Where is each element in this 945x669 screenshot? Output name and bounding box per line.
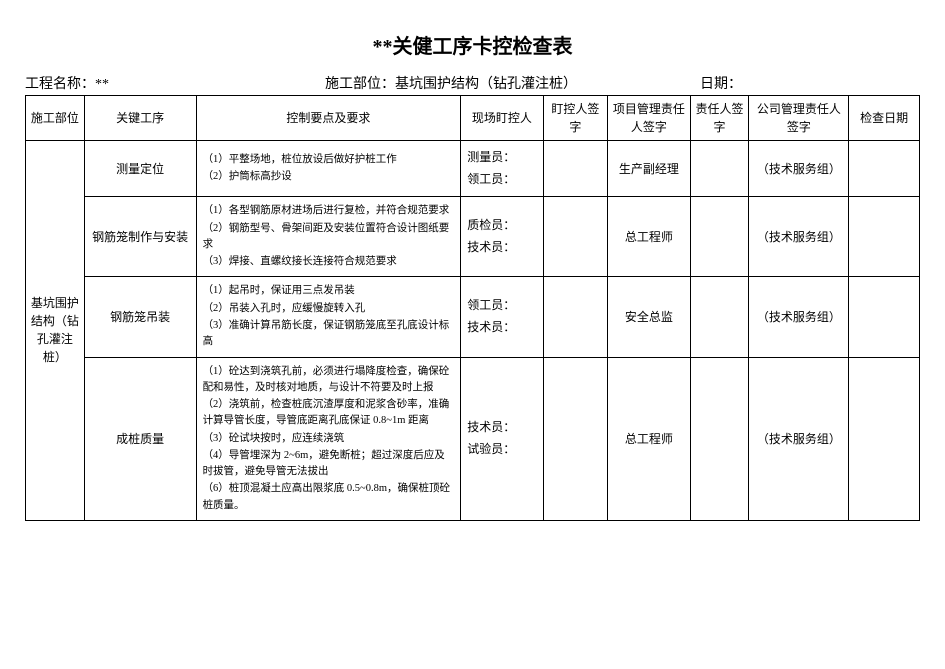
req-line: （2）钢筋型号、骨架间距及安装位置符合设计图纸要求 (203, 221, 455, 254)
checklist-table: 施工部位 关键工序 控制要点及要求 现场盯控人 盯控人签字 项目管理责任人签字 … (25, 95, 920, 521)
req-line: （6）桩顶混凝土应高出限浆底 0.5~0.8m，确保桩顶砼桩质量。 (203, 481, 455, 514)
req-line: （1）起吊时，保证用三点发吊装 (203, 283, 455, 299)
req-line: （1）砼达到浇筑孔前，必须进行塌降度检查，确保砼配和易性，及时核对地质，与设计不… (203, 364, 455, 397)
pm-resp-cell: 安全总监 (608, 277, 690, 357)
onsite-person-cell: 质检员： 技术员： (461, 197, 543, 277)
reqs-cell: （1）平整场地，桩位放设后做好护桩工作 （2）护筒标高抄设 (196, 141, 461, 197)
company-resp-cell: （技术服务组） (749, 277, 849, 357)
onsite-person-2: 领工员： (467, 170, 538, 189)
req-line: （3）砼试块按时，应连续浇筑 (203, 431, 455, 447)
onsite-person-2: 技术员： (467, 238, 538, 257)
col-resp-sign: 责任人签字 (690, 96, 749, 141)
col-control-reqs: 控制要点及要求 (196, 96, 461, 141)
company-resp-cell: （技术服务组） (749, 141, 849, 197)
onsite-sign-cell (543, 357, 608, 520)
onsite-person-1: 技术员： (467, 418, 538, 437)
onsite-sign-cell (543, 277, 608, 357)
table-row: 成桩质量 （1）砼达到浇筑孔前，必须进行塌降度检查，确保砼配和易性，及时核对地质… (26, 357, 920, 520)
onsite-person-1: 测量员： (467, 148, 538, 167)
date-label: 日期： (700, 73, 920, 93)
resp-sign-cell (690, 197, 749, 277)
reqs-cell: （1）砼达到浇筑孔前，必须进行塌降度检查，确保砼配和易性，及时核对地质，与设计不… (196, 357, 461, 520)
check-date-cell (849, 197, 920, 277)
req-line: （2）护筒标高抄设 (203, 169, 455, 185)
header-row: 工程名称：** 施工部位：基坑围护结构（钻孔灌注桩） 日期： (25, 73, 920, 93)
resp-sign-cell (690, 277, 749, 357)
process-cell: 钢筋笼吊装 (84, 277, 196, 357)
onsite-person-cell: 领工员： 技术员： (461, 277, 543, 357)
pm-resp-cell: 总工程师 (608, 197, 690, 277)
company-resp-cell: （技术服务组） (749, 357, 849, 520)
pm-resp-cell: 总工程师 (608, 357, 690, 520)
page-title: **关健工序卡控检查表 (25, 30, 920, 59)
col-check-date: 检查日期 (849, 96, 920, 141)
process-cell: 成桩质量 (84, 357, 196, 520)
req-line: （1）平整场地，桩位放设后做好护桩工作 (203, 152, 455, 168)
onsite-person-cell: 测量员： 领工员： (461, 141, 543, 197)
onsite-person-cell: 技术员： 试验员： (461, 357, 543, 520)
reqs-cell: （1）起吊时，保证用三点发吊装 （2）吊装入孔时，应缓慢旋转入孔 （3）准确计算… (196, 277, 461, 357)
table-row: 钢筋笼制作与安装 （1）各型钢筋原材进场后进行复检，并符合规范要求 （2）钢筋型… (26, 197, 920, 277)
table-header-row: 施工部位 关键工序 控制要点及要求 现场盯控人 盯控人签字 项目管理责任人签字 … (26, 96, 920, 141)
onsite-sign-cell (543, 141, 608, 197)
section-label-cell: 基坑围护结构（钻孔灌注桩） (26, 141, 85, 521)
req-line: （2）吊装入孔时，应缓慢旋转入孔 (203, 301, 455, 317)
col-company-sign: 公司管理责任人签字 (749, 96, 849, 141)
process-cell: 钢筋笼制作与安装 (84, 197, 196, 277)
check-date-cell (849, 357, 920, 520)
check-date-cell (849, 277, 920, 357)
onsite-person-1: 领工员： (467, 296, 538, 315)
col-onsite-person: 现场盯控人 (461, 96, 543, 141)
reqs-cell: （1）各型钢筋原材进场后进行复检，并符合规范要求 （2）钢筋型号、骨架间距及安装… (196, 197, 461, 277)
onsite-person-2: 试验员： (467, 440, 538, 459)
req-line: （3）准确计算吊筋长度，保证钢筋笼底至孔底设计标高 (203, 318, 455, 351)
company-resp-cell: （技术服务组） (749, 197, 849, 277)
col-pm-sign: 项目管理责任人签字 (608, 96, 690, 141)
process-cell: 测量定位 (84, 141, 196, 197)
req-line: （4）导管埋深为 2~6m，避免断桩；超过深度后应及时拔管，避免导管无法拔出 (203, 448, 455, 481)
project-name: 工程名称：** (25, 73, 325, 93)
req-line: （3）焊接、直螺纹接长连接符合规范要求 (203, 254, 455, 270)
pm-resp-cell: 生产副经理 (608, 141, 690, 197)
check-date-cell (849, 141, 920, 197)
col-key-process: 关键工序 (84, 96, 196, 141)
table-row: 钢筋笼吊装 （1）起吊时，保证用三点发吊装 （2）吊装入孔时，应缓慢旋转入孔 （… (26, 277, 920, 357)
onsite-person-2: 技术员： (467, 318, 538, 337)
onsite-sign-cell (543, 197, 608, 277)
onsite-person-1: 质检员： (467, 216, 538, 235)
col-construction-part: 施工部位 (26, 96, 85, 141)
table-row: 基坑围护结构（钻孔灌注桩） 测量定位 （1）平整场地，桩位放设后做好护桩工作 （… (26, 141, 920, 197)
resp-sign-cell (690, 141, 749, 197)
req-line: （1）各型钢筋原材进场后进行复检，并符合规范要求 (203, 203, 455, 219)
section-label: 基坑围护结构（钻孔灌注桩） (31, 296, 79, 364)
construction-part: 施工部位：基坑围护结构（钻孔灌注桩） (325, 73, 700, 93)
resp-sign-cell (690, 357, 749, 520)
col-onsite-sign: 盯控人签字 (543, 96, 608, 141)
req-line: （2）浇筑前，检查桩底沉渣厚度和泥浆含砂率，准确计算导管长度，导管底距离孔底保证… (203, 397, 455, 430)
